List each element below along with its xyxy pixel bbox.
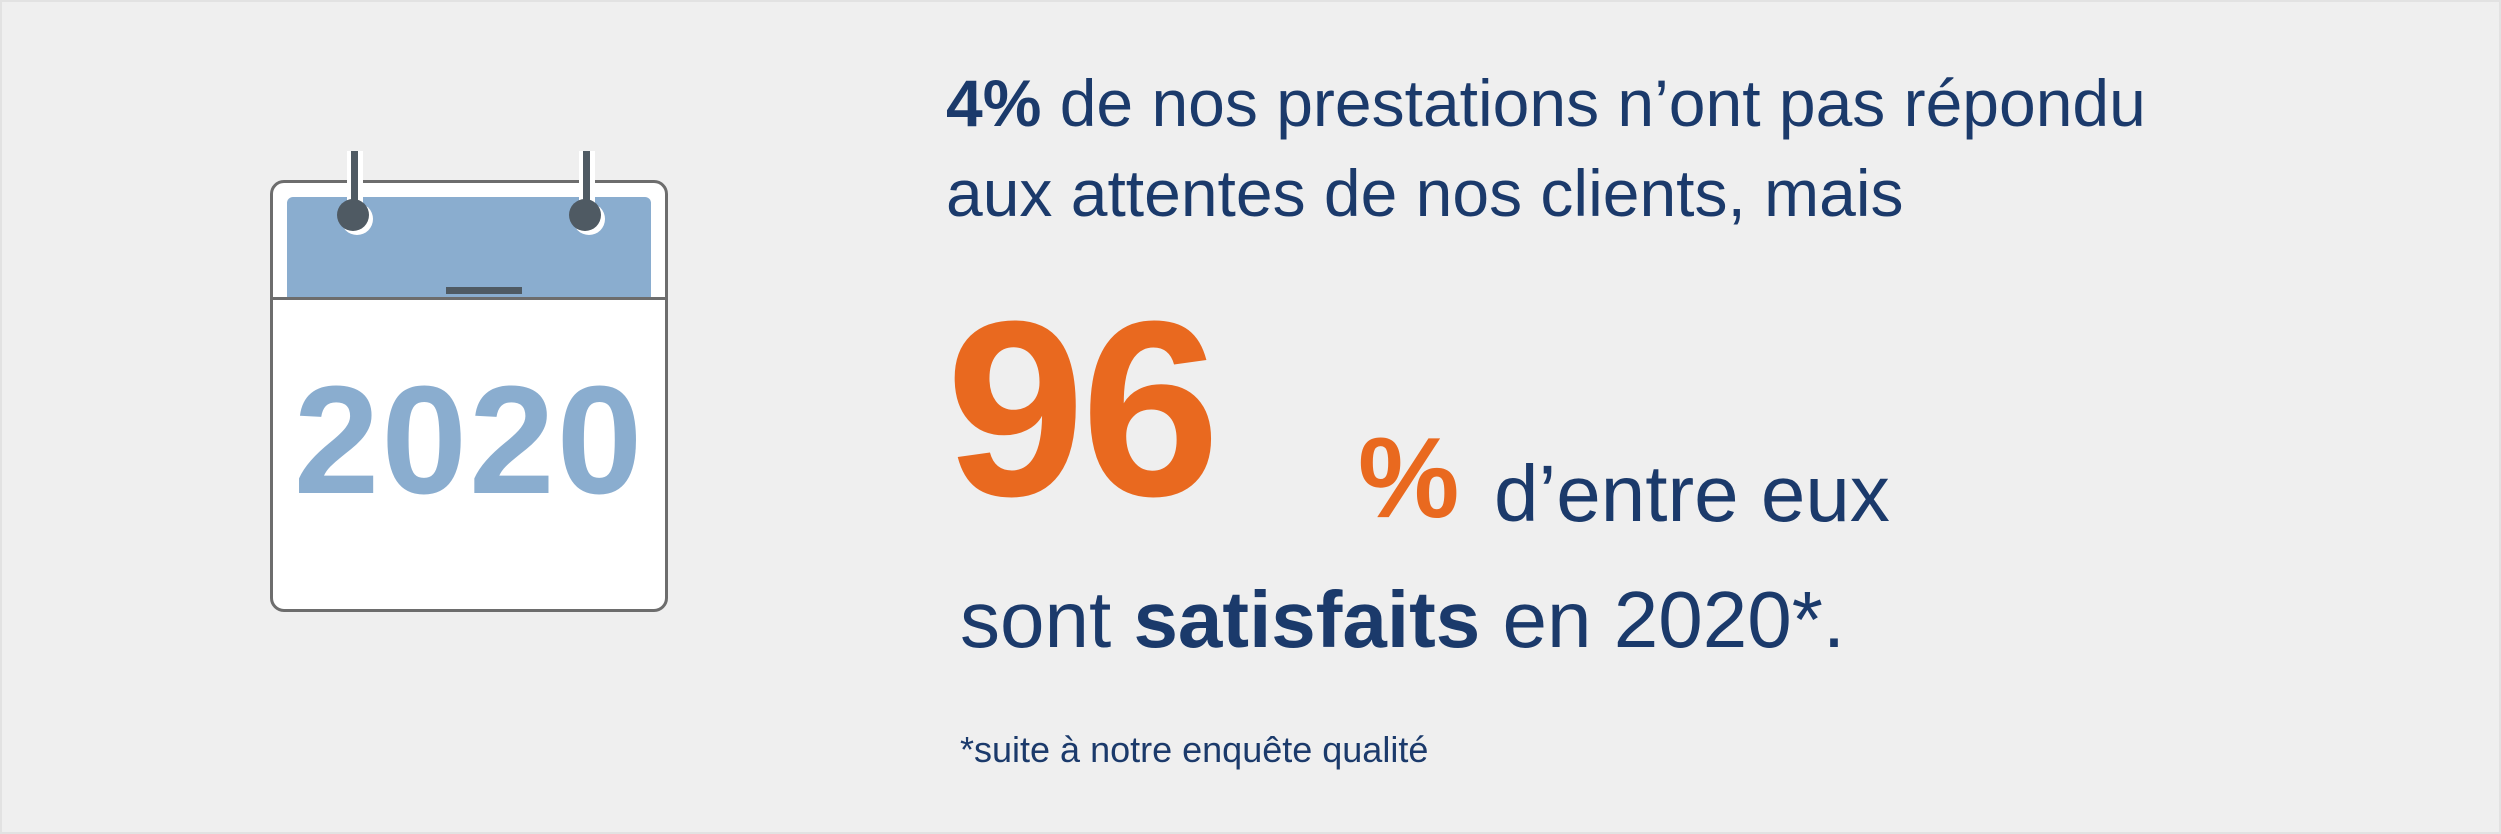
calendar-icon: 2020: [270, 151, 668, 612]
calendar-ring-left: [337, 151, 369, 231]
stat-percent-sign: %: [1358, 415, 1460, 542]
footnote: *suite à notre enquête qualité: [960, 729, 1429, 770]
headline-highlight: 4%: [946, 66, 1042, 140]
conclusion-suffix: en 2020*.: [1480, 575, 1846, 664]
headline-line-1-rest: de nos prestations n’ont pas répondu: [1041, 66, 2146, 140]
conclusion-line: sont satisfaits en 2020*.: [960, 580, 1845, 660]
calendar-year: 2020: [293, 354, 645, 526]
headline-line-2: aux attentes de nos clients, mais: [946, 156, 1904, 230]
calendar-dash: [446, 287, 522, 294]
calendar-divider: [273, 297, 665, 300]
conclusion-bold: satisfaits: [1133, 575, 1481, 664]
stat-number: 96: [946, 269, 1220, 548]
calendar-ring-right: [569, 151, 601, 231]
conclusion-prefix: sont: [960, 575, 1134, 664]
stat-entre-eux: d’entre eux: [1494, 449, 1890, 538]
headline-line-1: 4% de nos prestations n’ont pas répondu: [946, 70, 2146, 136]
